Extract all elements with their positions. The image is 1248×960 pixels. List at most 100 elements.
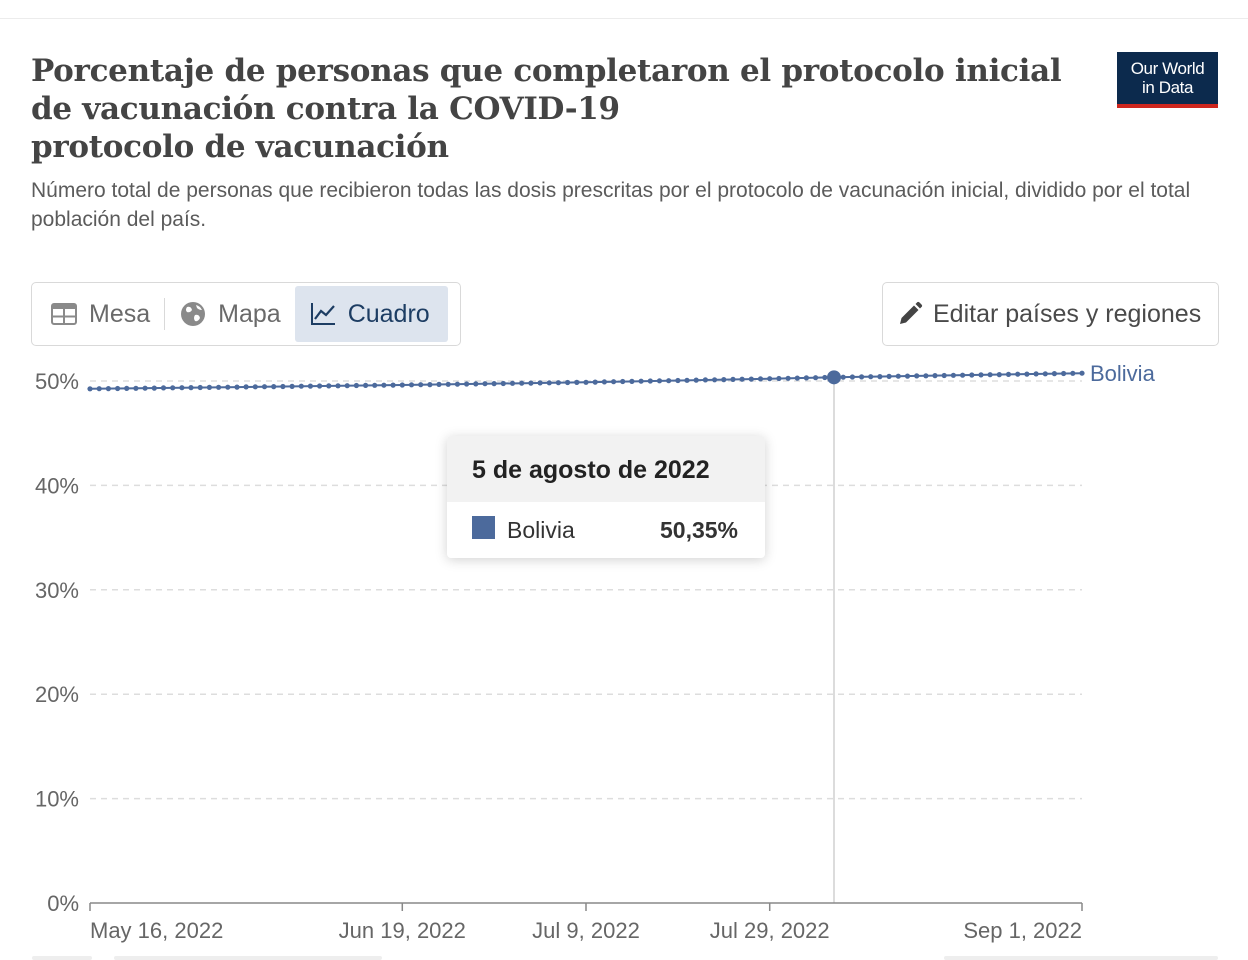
x-tick-label: Jul 29, 2022 bbox=[710, 918, 830, 943]
data-point bbox=[877, 374, 883, 380]
data-point bbox=[739, 376, 745, 382]
data-point bbox=[179, 385, 185, 391]
data-point bbox=[133, 385, 139, 391]
data-point bbox=[1033, 371, 1039, 377]
x-tick-label: May 16, 2022 bbox=[90, 918, 223, 943]
data-point bbox=[500, 380, 506, 387]
data-point bbox=[1070, 370, 1076, 376]
tooltip-swatch bbox=[472, 516, 495, 539]
data-point bbox=[252, 384, 258, 390]
data-point bbox=[904, 373, 911, 379]
data-point bbox=[932, 373, 938, 379]
data-point bbox=[335, 383, 341, 389]
data-point bbox=[197, 384, 203, 391]
data-point bbox=[151, 385, 157, 391]
data-point bbox=[216, 384, 222, 390]
data-point bbox=[289, 383, 295, 389]
data-point bbox=[776, 375, 782, 382]
x-tick-label: Jul 9, 2022 bbox=[532, 918, 640, 943]
data-point bbox=[482, 381, 488, 387]
data-point bbox=[280, 383, 286, 390]
data-point bbox=[1061, 370, 1067, 377]
data-point bbox=[243, 384, 249, 390]
series-label-bolivia: Bolivia bbox=[1090, 361, 1156, 386]
logo-line-2: in Data bbox=[1141, 78, 1194, 97]
tab-chart[interactable]: Cuadro bbox=[294, 286, 448, 342]
data-point bbox=[1024, 371, 1030, 377]
tab-table[interactable]: Mesa bbox=[36, 286, 164, 342]
view-tabs: Mesa Mapa Cuadro bbox=[31, 282, 461, 346]
chart-title: Porcentaje de personas que completaron e… bbox=[31, 53, 1062, 165]
y-tick-label: 30% bbox=[35, 578, 79, 603]
logo-line-1: Our World bbox=[1130, 59, 1205, 78]
data-point bbox=[188, 385, 194, 391]
edit-countries-label: Editar países y regiones bbox=[933, 299, 1202, 328]
tab-chart-label: Cuadro bbox=[347, 299, 430, 328]
data-point bbox=[785, 375, 791, 381]
edit-countries-button[interactable]: Editar países y regiones bbox=[882, 282, 1219, 346]
tab-map[interactable]: Mapa bbox=[165, 286, 295, 342]
footer-controls-peek bbox=[0, 956, 1248, 960]
data-point bbox=[473, 381, 479, 387]
data-point bbox=[969, 372, 975, 378]
data-point bbox=[950, 372, 957, 378]
data-point bbox=[555, 380, 562, 386]
data-point bbox=[638, 378, 644, 384]
line-chart: May 16, 2022 Jun 19, 2022 Jul 9, 2022 Jul 2… bbox=[35, 361, 1156, 943]
data-point bbox=[464, 381, 470, 387]
data-point bbox=[886, 373, 892, 379]
pencil-icon bbox=[900, 301, 923, 324]
data-point bbox=[1051, 371, 1057, 377]
data-point bbox=[721, 377, 727, 383]
data-point bbox=[124, 385, 130, 391]
y-tick-label: 20% bbox=[35, 682, 79, 707]
data-point bbox=[849, 374, 856, 380]
data-point bbox=[261, 384, 268, 390]
data-point bbox=[372, 382, 378, 388]
data-point bbox=[234, 384, 240, 390]
data-point bbox=[794, 375, 800, 381]
x-tick-label: Jun 19, 2022 bbox=[339, 918, 466, 943]
data-point bbox=[813, 375, 819, 381]
y-tick-label: 40% bbox=[35, 473, 79, 498]
data-point bbox=[528, 380, 534, 386]
data-point bbox=[592, 379, 598, 385]
data-point bbox=[565, 379, 571, 386]
data-point bbox=[822, 374, 828, 381]
data-point bbox=[537, 380, 543, 386]
tab-map-label: Mapa bbox=[218, 299, 281, 328]
tooltip-row: Bolivia 50,35% bbox=[447, 502, 765, 558]
data-point bbox=[436, 381, 442, 387]
data-point bbox=[390, 382, 396, 388]
data-point bbox=[767, 376, 773, 382]
series-labels: Bolivia bbox=[1090, 361, 1156, 386]
data-point bbox=[583, 379, 589, 385]
data-point bbox=[647, 378, 653, 384]
data-point bbox=[601, 379, 608, 385]
hover-tooltip: 5 de agosto de 2022 Bolivia 50,35% bbox=[447, 436, 765, 558]
data-point bbox=[115, 385, 121, 392]
data-point bbox=[868, 374, 874, 380]
data-point bbox=[620, 378, 626, 385]
data-point bbox=[271, 384, 277, 390]
data-point bbox=[693, 377, 699, 383]
data-point bbox=[702, 377, 709, 383]
data-point bbox=[225, 384, 231, 390]
owid-logo[interactable]: Our World in Data bbox=[1117, 52, 1218, 108]
data-point bbox=[408, 382, 415, 388]
data-point bbox=[914, 373, 920, 379]
y-axis: 0% 10% 20% 30% 40% 50% bbox=[35, 369, 79, 916]
data-point bbox=[87, 386, 93, 392]
data-point bbox=[307, 383, 313, 389]
tab-divider bbox=[164, 298, 166, 330]
data-point bbox=[712, 377, 718, 383]
data-point bbox=[803, 375, 810, 381]
data-point bbox=[1079, 370, 1085, 376]
data-point bbox=[491, 381, 497, 387]
data-point bbox=[859, 374, 865, 380]
data-point bbox=[317, 383, 323, 389]
y-tick-label: 10% bbox=[35, 787, 79, 812]
data-point bbox=[298, 383, 304, 389]
chart-subtitle: Número total de personas que recibieron … bbox=[31, 179, 1191, 231]
data-point bbox=[996, 372, 1002, 378]
